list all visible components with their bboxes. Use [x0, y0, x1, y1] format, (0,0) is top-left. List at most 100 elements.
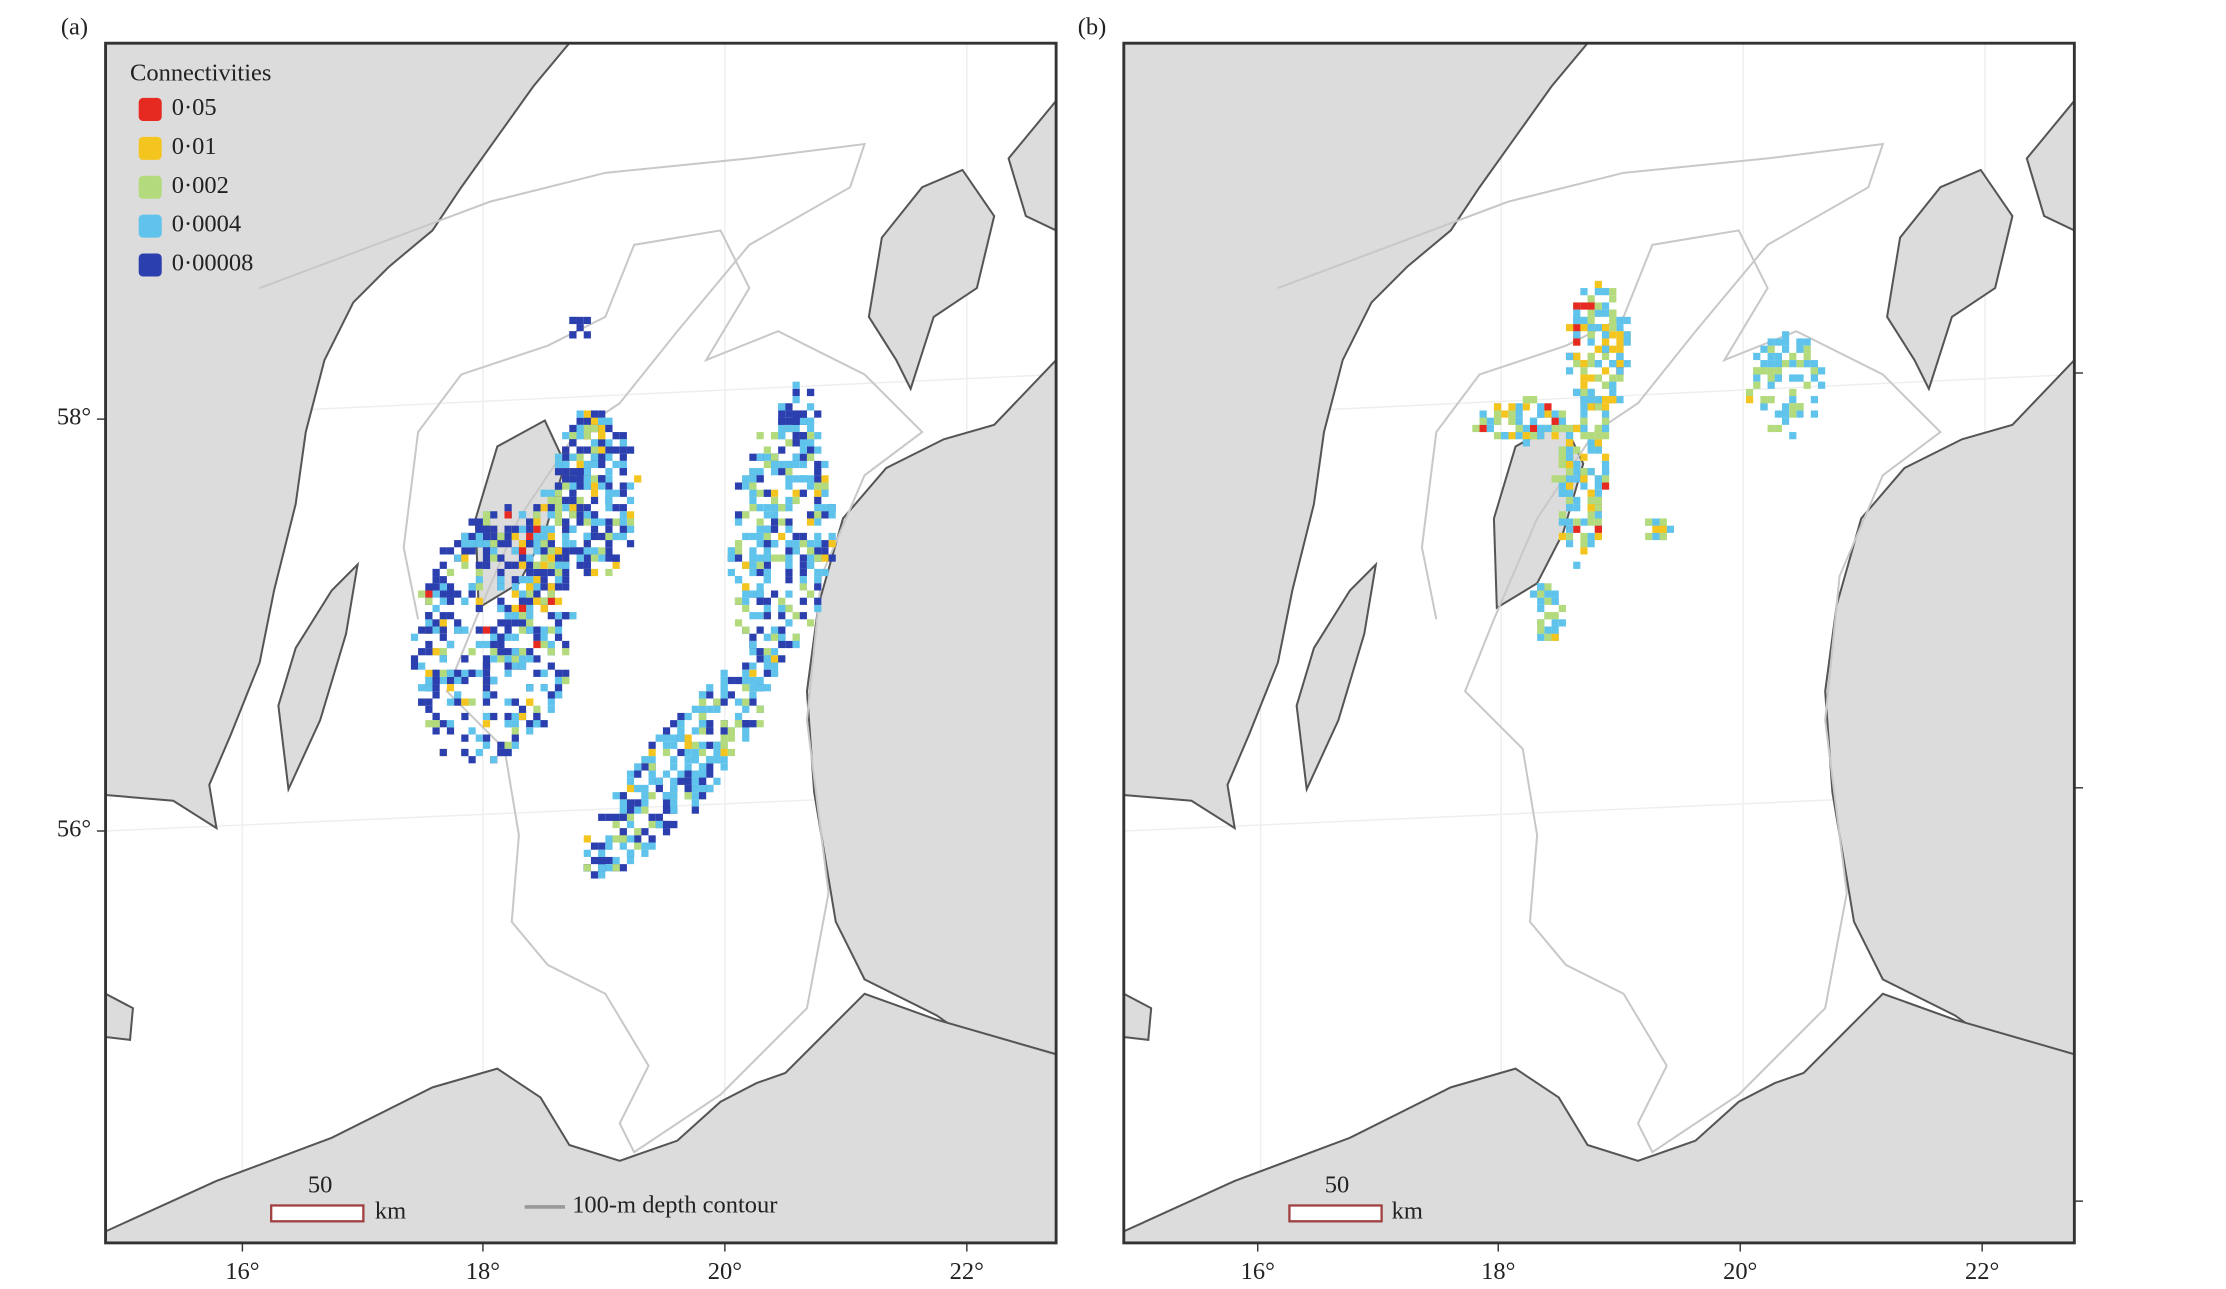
- connectivity-cell: [518, 597, 527, 605]
- connectivity-cell: [1565, 367, 1574, 375]
- connectivity-cell: [1594, 532, 1602, 541]
- connectivity-cell: [1803, 360, 1811, 368]
- connectivity-cell: [490, 525, 498, 533]
- connectivity-cell: [1544, 583, 1552, 591]
- connectivity-cell: [482, 518, 491, 526]
- connectivity-cell: [670, 734, 678, 742]
- connectivity-cell: [806, 540, 815, 548]
- connectivity-cell: [612, 864, 620, 872]
- connectivity-cell: [511, 648, 519, 656]
- connectivity-cell: [482, 662, 491, 670]
- connectivity-cell: [533, 547, 541, 555]
- connectivity-cell: [1493, 403, 1502, 411]
- connectivity-cell: [583, 532, 591, 541]
- connectivity-cell: [1601, 396, 1610, 404]
- connectivity-cell: [454, 540, 462, 548]
- connectivity-cell: [670, 820, 678, 829]
- connectivity-cell: [583, 475, 591, 483]
- connectivity-cell: [511, 612, 519, 620]
- connectivity-cell: [677, 720, 685, 728]
- connectivity-cell: [1774, 374, 1782, 382]
- connectivity-cell: [1587, 439, 1595, 447]
- connectivity-cell: [821, 489, 829, 497]
- connectivity-cell: [1767, 345, 1775, 353]
- connectivity-cell: [691, 777, 699, 785]
- connectivity-cell: [540, 633, 548, 641]
- connectivity-cell: [504, 633, 512, 641]
- connectivity-cell: [526, 626, 534, 634]
- connectivity-cell: [763, 684, 771, 692]
- connectivity-cell: [706, 770, 714, 778]
- connectivity-cell: [1558, 460, 1566, 469]
- connectivity-cell: [569, 504, 577, 512]
- connectivity-cell: [1544, 410, 1552, 418]
- connectivity-cell: [684, 770, 692, 778]
- legend-swatch: [138, 136, 162, 160]
- connectivity-cell: [778, 504, 786, 512]
- connectivity-cell: [1587, 518, 1595, 526]
- connectivity-cell: [734, 576, 743, 584]
- connectivity-cell: [1565, 504, 1574, 512]
- connectivity-cell: [1594, 374, 1602, 382]
- connectivity-cell: [547, 626, 555, 634]
- connectivity-cell: [410, 662, 419, 670]
- connectivity-cell: [806, 432, 815, 440]
- connectivity-cell: [1601, 324, 1610, 332]
- connectivity-cell: [562, 496, 570, 505]
- connectivity-cell: [590, 417, 599, 425]
- connectivity-cell: [634, 799, 642, 807]
- connectivity-cell: [497, 633, 505, 641]
- connectivity-cell: [511, 698, 519, 706]
- connectivity-cell: [511, 633, 519, 641]
- connectivity-cell: [1609, 360, 1617, 368]
- scale-distance: 50: [1325, 1171, 1349, 1198]
- connectivity-cell: [749, 676, 757, 685]
- connectivity-cell: [605, 468, 613, 476]
- connectivity-cell: [482, 540, 491, 548]
- connectivity-cell: [612, 856, 620, 865]
- connectivity-cell: [1580, 396, 1588, 404]
- connectivity-cell: [763, 547, 771, 555]
- connectivity-cell: [626, 820, 635, 829]
- connectivity-cell: [547, 662, 555, 670]
- connectivity-cell: [1565, 482, 1574, 490]
- connectivity-cell: [1508, 410, 1516, 418]
- connectivity-cell: [497, 741, 505, 749]
- connectivity-cell: [756, 432, 764, 440]
- connectivity-cell: [526, 540, 534, 548]
- connectivity-cell: [583, 410, 591, 418]
- connectivity-cell: [619, 806, 627, 814]
- connectivity-cell: [1558, 410, 1566, 418]
- connectivity-cell: [1601, 381, 1610, 389]
- connectivity-cell: [806, 453, 815, 461]
- connectivity-cell: [698, 770, 707, 778]
- connectivity-cell: [1580, 360, 1588, 368]
- connectivity-cell: [1609, 288, 1617, 296]
- connectivity-cell: [1609, 381, 1617, 389]
- connectivity-cell: [756, 475, 764, 483]
- connectivity-cell: [785, 496, 793, 505]
- connectivity-cell: [626, 511, 635, 519]
- connectivity-cell: [720, 669, 728, 677]
- connectivity-cell: [439, 547, 447, 555]
- connectivity-cell: [749, 482, 757, 490]
- connectivity-cell: [619, 446, 627, 454]
- connectivity-cell: [569, 316, 577, 325]
- connectivity-cell: [1810, 396, 1818, 404]
- connectivity-cell: [698, 691, 707, 699]
- connectivity-cell: [814, 489, 822, 497]
- connectivity-cell: [749, 475, 757, 483]
- connectivity-cell: [662, 748, 671, 757]
- connectivity-cell: [1601, 403, 1610, 411]
- connectivity-cell: [763, 655, 771, 663]
- connectivity-cell: [446, 568, 455, 577]
- connectivity-cell: [598, 410, 606, 418]
- connectivity-cell: [432, 712, 440, 721]
- connectivity-cell: [497, 748, 505, 757]
- connectivity-cell: [677, 770, 685, 778]
- connectivity-cell: [763, 554, 771, 562]
- connectivity-cell: [778, 532, 786, 541]
- connectivity-cell: [482, 640, 491, 649]
- connectivity-cell: [1789, 410, 1797, 418]
- connectivity-cell: [605, 504, 613, 512]
